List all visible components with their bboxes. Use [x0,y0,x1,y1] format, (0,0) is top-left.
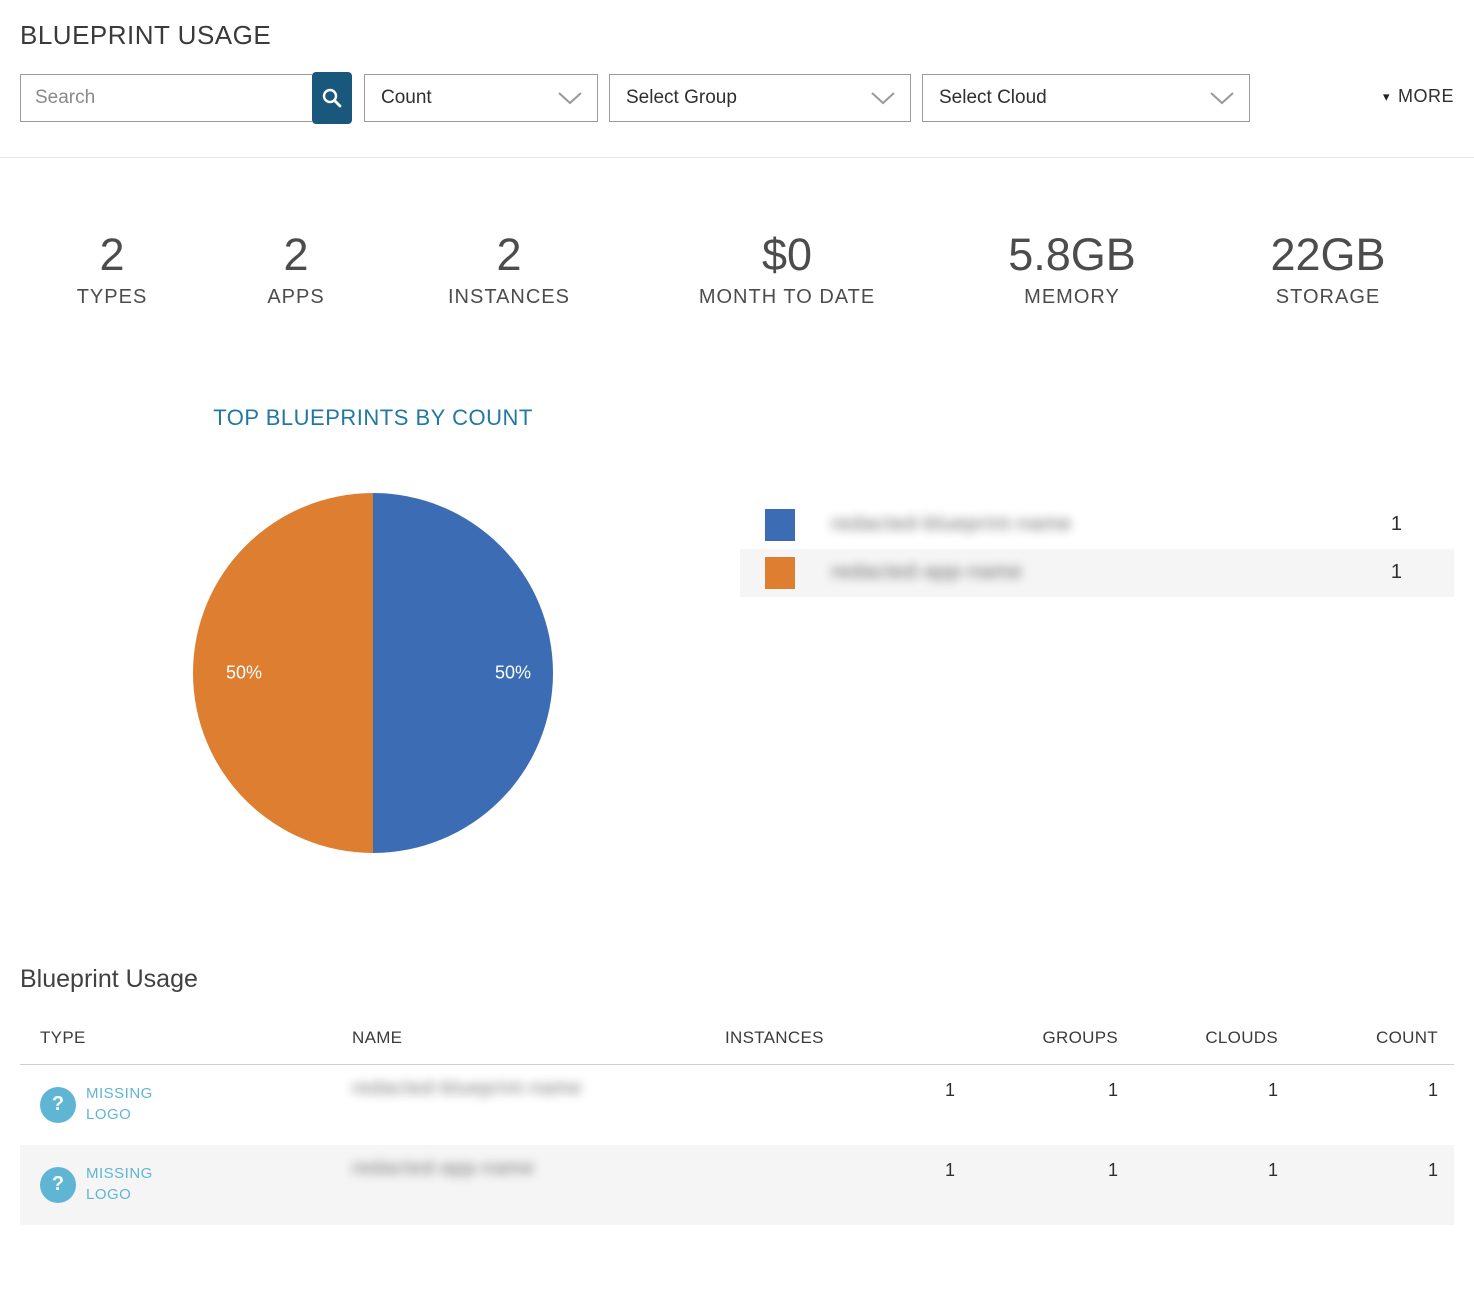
pie-chart-area: TOP BLUEPRINTS BY COUNT 50% 50% [193,405,553,853]
legend-label-blurred: redacted-blueprint-name [831,513,1072,535]
group-select[interactable]: Select Group [609,74,911,122]
chart-title: TOP BLUEPRINTS BY COUNT [213,404,533,430]
stat-apps: 2 APPS [224,230,368,309]
blueprint-usage-page: BLUEPRINT USAGE Count Select Group [0,20,1474,1225]
more-button[interactable]: ▾ MORE [1383,86,1454,107]
blueprint-usage-table-section: Blueprint Usage TYPE NAME INSTANCES GROU… [20,965,1454,1225]
stat-label: MEMORY [1024,285,1120,308]
groups-cell: 1 [1107,1079,1118,1100]
count-cell: 1 [1427,1079,1438,1100]
legend-item[interactable]: redacted-blueprint-name 1 [740,501,1454,549]
search-icon [322,88,342,108]
stat-types: 2 TYPES [0,230,224,309]
legend-label-blurred: redacted-app-name [831,561,1023,583]
toolbar: Count Select Group Select Cloud ▾ MORE [20,72,1454,126]
page-title: BLUEPRINT USAGE [20,20,272,50]
stat-label: INSTANCES [448,285,570,308]
chevron-down-icon [1210,92,1234,105]
chart-legend: redacted-blueprint-name 1 redacted-app-n… [740,501,1454,853]
missing-logo-label: MISSING LOGO [86,1085,153,1123]
type-cell: ? MISSING LOGO [20,1065,352,1145]
stat-value: 2 [283,229,309,280]
table-header-row: TYPE NAME INSTANCES GROUPS CLOUDS COUNT [20,1028,1454,1065]
question-mark-icon: ? [40,1086,76,1123]
question-mark-icon: ? [40,1166,76,1203]
column-header-groups: GROUPS [1042,1027,1118,1047]
table-row[interactable]: ? MISSING LOGO redacted-app-name 1 1 1 1 [20,1144,1454,1225]
summary-stats: 2 TYPES 2 APPS 2 INSTANCES $0 MONTH TO D… [0,230,1454,309]
clouds-cell: 1 [1267,1079,1278,1100]
legend-value: 1 [1390,513,1402,535]
caret-down-icon: ▾ [1382,88,1390,104]
chevron-down-icon [558,92,582,105]
legend-swatch-orange [765,556,795,589]
pie-percent-label-blue: 50% [494,662,531,682]
table-section-title: Blueprint Usage [20,964,198,993]
missing-logo-badge: ? MISSING LOGO [40,1084,166,1125]
stat-memory: 5.8GB MEMORY [924,230,1220,309]
missing-logo-label: MISSING LOGO [86,1165,153,1203]
groups-cell: 1 [1107,1159,1118,1180]
table-row[interactable]: ? MISSING LOGO redacted-blueprint-name 1… [20,1065,1454,1145]
stat-storage: 22GB STORAGE [1220,230,1436,309]
column-header-instances: INSTANCES [725,1027,824,1047]
column-header-clouds: CLOUDS [1205,1027,1278,1047]
stat-value: 2 [99,229,125,280]
name-cell-blurred: redacted-blueprint-name [352,1077,583,1099]
toolbar-divider [0,157,1474,158]
stat-value: 22GB [1270,229,1386,280]
stat-month-to-date: $0 MONTH TO DATE [650,230,924,309]
stat-value: 5.8GB [1008,229,1136,280]
column-header-type: TYPE [40,1027,86,1047]
instances-cell: 1 [944,1079,955,1100]
metric-select[interactable]: Count [364,74,598,122]
instances-cell: 1 [944,1159,955,1180]
stat-label: STORAGE [1275,285,1381,308]
stat-value: 2 [496,229,522,280]
stat-value: $0 [761,229,813,280]
top-blueprints-chart-section: TOP BLUEPRINTS BY COUNT 50% 50% redacted… [20,405,1454,853]
legend-swatch-blue [765,508,795,541]
pie-percent-label-orange: 50% [226,662,263,682]
search-button[interactable] [312,72,352,124]
pie-chart[interactable]: 50% 50% [193,492,553,853]
name-cell-blurred: redacted-app-name [352,1157,535,1179]
clouds-cell: 1 [1267,1159,1278,1180]
legend-value: 1 [1390,561,1402,583]
cloud-select-value: Select Cloud [939,87,1047,108]
missing-logo-badge: ? MISSING LOGO [40,1164,166,1205]
cloud-select[interactable]: Select Cloud [922,74,1250,122]
search-input[interactable] [20,74,312,122]
count-cell: 1 [1427,1159,1438,1180]
column-header-name: NAME [352,1027,403,1047]
column-header-count: COUNT [1376,1027,1438,1047]
legend-item[interactable]: redacted-app-name 1 [740,548,1454,597]
search-group [20,72,352,124]
stat-label: TYPES [76,285,148,308]
type-cell: ? MISSING LOGO [20,1145,352,1225]
more-label: MORE [1398,86,1454,106]
stat-label: APPS [267,285,325,308]
stat-instances: 2 INSTANCES [368,230,650,309]
group-select-value: Select Group [626,87,737,108]
metric-select-value: Count [381,87,432,108]
chevron-down-icon [871,92,895,105]
stat-label: MONTH TO DATE [698,285,876,308]
